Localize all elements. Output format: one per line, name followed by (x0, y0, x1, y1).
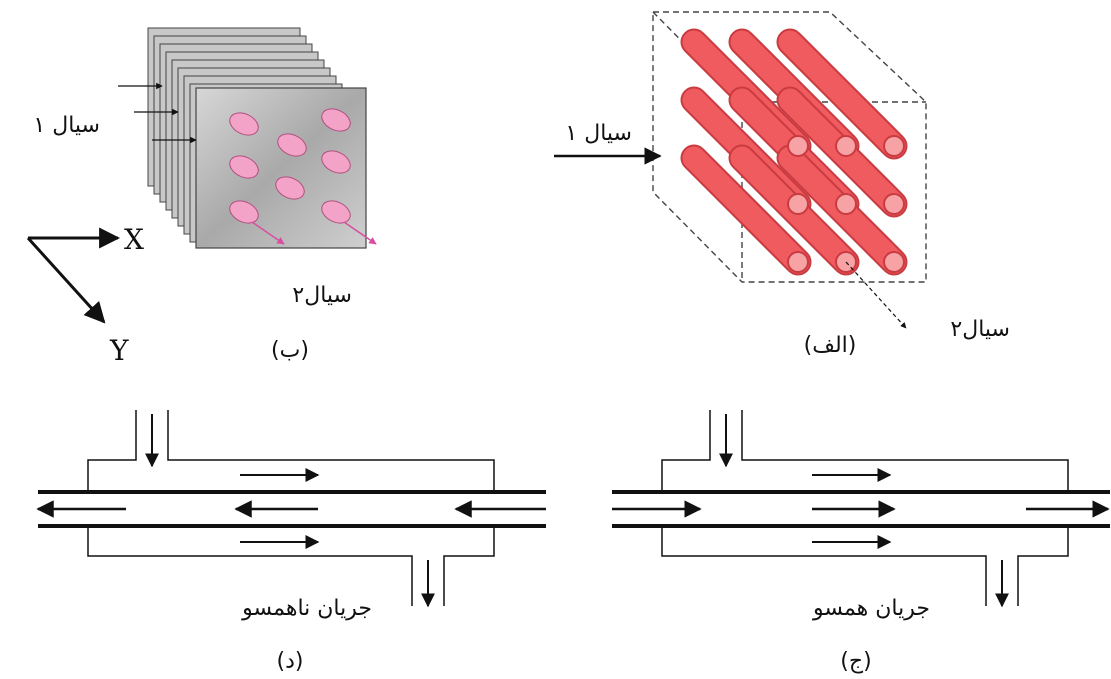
panel-d (36, 410, 546, 608)
caption-b: (ب) (271, 338, 309, 363)
fluid2-label: سیال۲ (950, 317, 1010, 342)
fluid1-label: سیال ۱ (33, 113, 100, 138)
caption-j: (ج) (840, 649, 871, 674)
fluid1-label: سیال ۱ (565, 121, 632, 146)
panel-b: X Y سیال ۱ سیال۲ (ب) (26, 27, 377, 367)
pin-array (229, 108, 351, 224)
fluid2-label: سیال۲ (292, 283, 352, 308)
caption-d: (د) (277, 649, 304, 674)
tube-ends (787, 135, 905, 273)
axes (26, 227, 121, 324)
panel-j (612, 410, 1110, 608)
tube-bundle (680, 28, 908, 276)
panel-alef: سیال ۱ سیال۲ (الف) (554, 11, 1010, 358)
caption-alef: (الف) (804, 333, 857, 358)
fluid2-arrow (845, 261, 907, 329)
fluid2-arrow-left (251, 221, 285, 245)
fluid2-arrow-right (343, 221, 377, 245)
axis-y-label: Y (109, 334, 129, 367)
flow-label-parallel: جریان همسو (812, 596, 930, 621)
axis-x-label: X (124, 223, 144, 256)
plate-stack (147, 27, 367, 249)
flow-label-counter: جریان ناهمسو (241, 596, 372, 621)
fluid1-arrows (118, 82, 197, 144)
